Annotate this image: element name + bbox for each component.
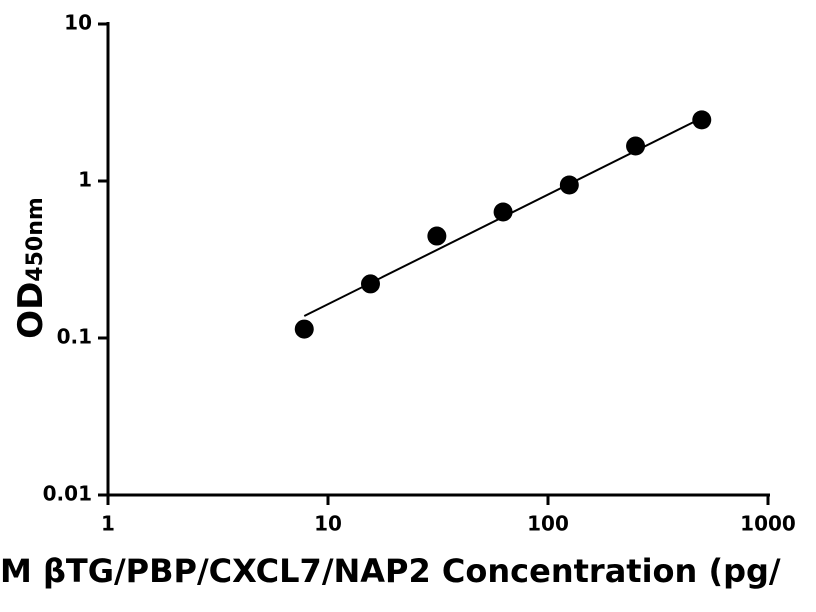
data-point xyxy=(360,274,380,294)
y-tick-label: 1 xyxy=(78,168,92,192)
data-point xyxy=(427,226,447,246)
data-point xyxy=(559,175,579,195)
data-point xyxy=(294,319,314,339)
y-axis-label: OD450nm xyxy=(11,197,51,339)
x-axis-label: M βTG/PBP/CXCL7/NAP2 Concentration (pg/ xyxy=(0,552,781,590)
data-point xyxy=(493,202,513,222)
y-label-subscript: 450nm xyxy=(23,197,48,282)
x-tick-label: 1000 xyxy=(740,512,796,536)
x-tick-label: 100 xyxy=(527,512,569,536)
data-point xyxy=(626,136,646,156)
y-tick-label: 0.01 xyxy=(43,482,92,506)
x-tick-label: 1 xyxy=(101,512,115,536)
y-tick-label: 10 xyxy=(64,11,92,35)
y-label-main: OD xyxy=(11,282,51,339)
y-tick-label: 0.1 xyxy=(57,325,92,349)
x-tick-label: 10 xyxy=(314,512,342,536)
data-point xyxy=(692,110,712,130)
